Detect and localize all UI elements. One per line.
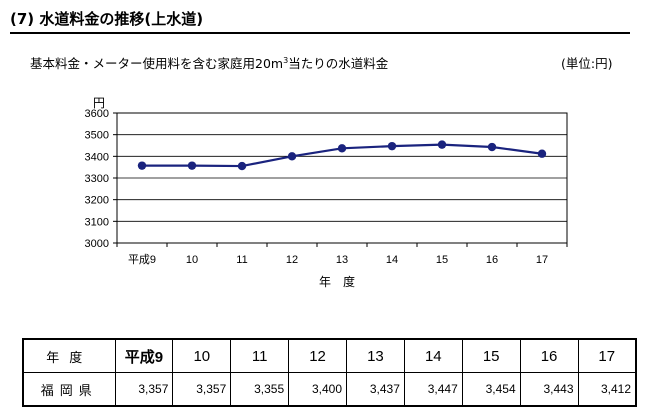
data-point [537,149,547,158]
subtitle-tail: 当たりの水道料金 [288,56,389,71]
y-tick-label: 3000 [85,238,109,250]
table-year-cell: 12 [288,338,347,373]
data-table: 年度 平成9 10 11 12 13 14 15 16 17 福岡県 3,357 3,357 3,3… [22,338,637,407]
table-value-cell: 3,447 [403,372,463,407]
table-value-cell: 3,454 [461,372,521,407]
x-tick-label: 17 [536,254,548,266]
x-tick-label: 11 [236,254,247,266]
y-tick-label: 3600 [85,108,109,120]
plot-frame [116,112,568,244]
y-tick-label: 3400 [85,151,109,163]
grid-lines [117,134,567,222]
data-point [187,161,197,170]
table-year-cell: 14 [403,338,463,373]
table-year-cell: 11 [230,338,290,373]
table-value-cell: 3,437 [346,372,405,407]
data-point [137,161,147,170]
chart-subtitle: 基本料金・メーター使用料を含む家庭用20m3当たりの水道料金 [30,53,388,72]
subtitle-main: 基本料金・メーター使用料を含む家庭用20m [30,56,284,71]
table-header-label: 年度 [22,338,116,373]
table-year-cell: 15 [461,338,521,373]
table-value-cell: 3,443 [519,372,579,407]
table-row-label: 福岡県 [22,372,116,407]
y-tick-label: 3500 [85,130,109,142]
line-chart: 3000 3100 3200 3300 3400 3500 3600 平成9 10 11 12 13… [85,96,568,289]
table-value-cell: 3,357 [114,372,174,407]
table-header-row: 年度 平成9 10 11 12 13 14 15 16 17 [22,338,637,373]
data-point [287,152,297,161]
x-axis-label: 年 度 [319,274,355,289]
table-value-cell: 3,400 [288,372,347,407]
data-point [237,161,247,171]
data-point [337,144,347,153]
table-year-cell: 10 [172,338,232,373]
y-axis-ticks: 3000 3100 3200 3300 3400 3500 3600 [85,108,117,250]
x-tick-label: 10 [186,254,198,266]
unit-label: (単位:円) [561,56,613,71]
x-tick-label: 12 [286,254,298,266]
table-value-cell: 3,355 [230,372,290,407]
x-axis-ticks: 平成9 10 11 12 13 14 15 16 17 [116,243,568,266]
data-point [437,140,447,149]
x-tick-label: 平成9 [128,253,156,266]
x-tick-label: 16 [486,254,498,266]
y-tick-label: 3200 [85,195,109,207]
data-point [387,141,397,151]
section-heading: (7) 水道料金の推移(上水道) [10,8,630,34]
table-year-cell: 17 [577,338,637,373]
subtitle-superscript: 3 [283,55,289,65]
y-axis-label: 円 [93,96,105,110]
y-tick-label: 3300 [85,173,109,185]
y-tick-label: 3100 [85,216,109,228]
table-year-cell: 平成9 [114,338,174,373]
table-year-cell: 13 [346,338,405,373]
table-value-row: 福岡県 3,357 3,357 3,355 3,400 3,437 3,447 3,454 3… [22,372,637,407]
data-point [487,142,497,152]
x-tick-label: 14 [386,254,398,266]
x-tick-label: 15 [436,254,448,266]
table-value-cell: 3,412 [577,372,637,407]
series-layer [137,140,547,171]
x-tick-label: 13 [336,254,348,266]
table-value-cell: 3,357 [172,372,232,407]
table-year-cell: 16 [519,338,579,373]
